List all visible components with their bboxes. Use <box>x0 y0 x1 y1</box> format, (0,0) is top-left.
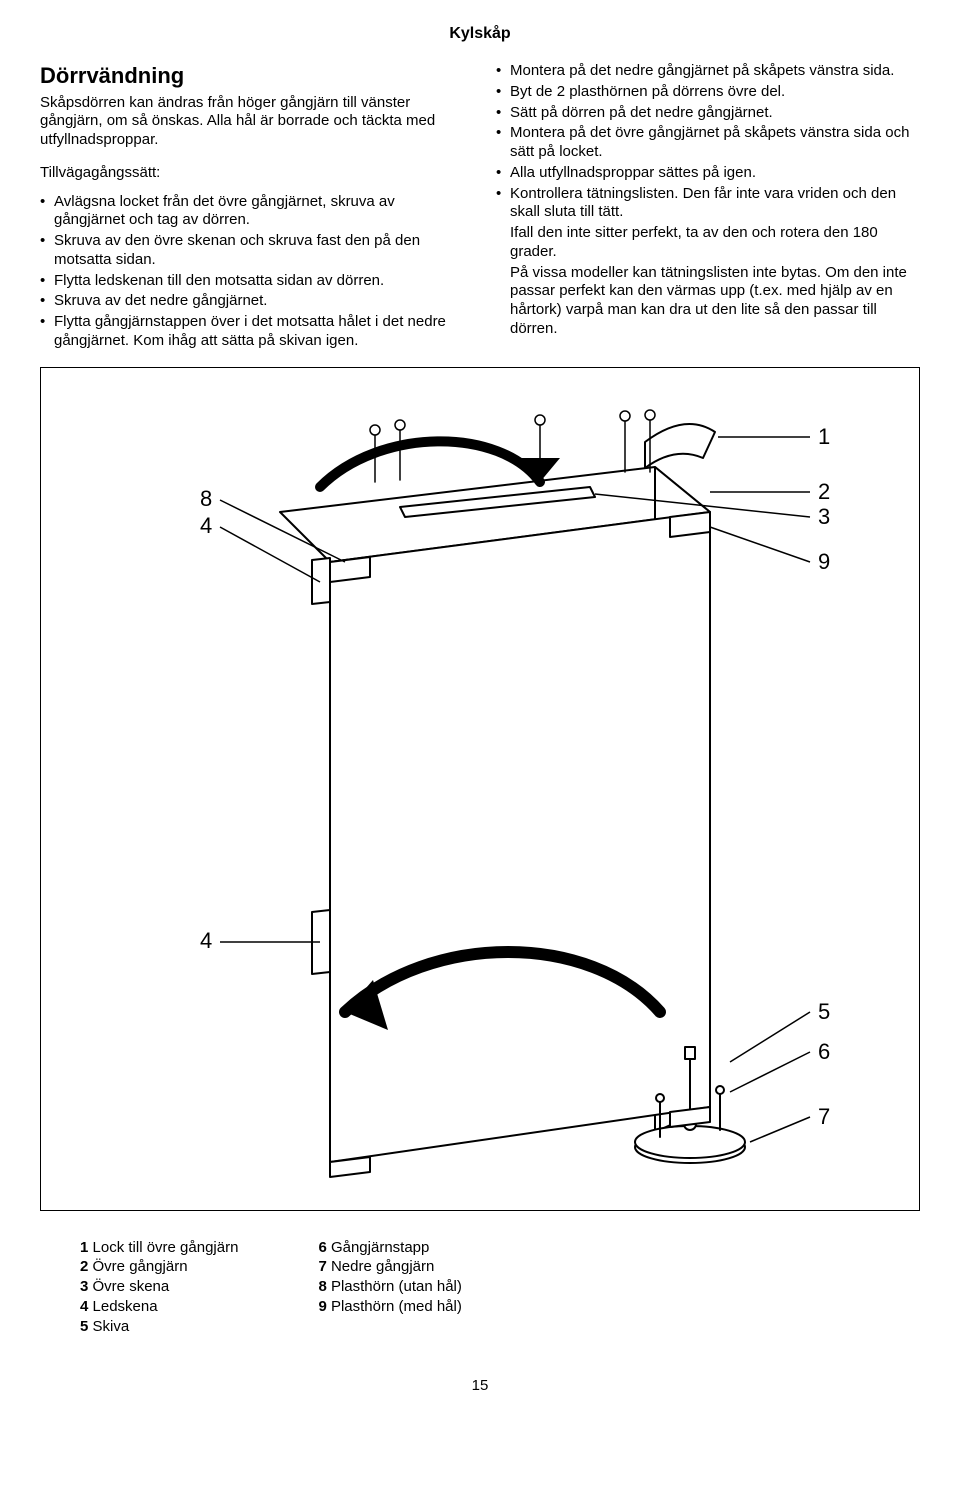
legend-left: 1 Lock till övre gångjärn 2 Övre gångjär… <box>80 1239 238 1338</box>
callout-9: 9 <box>818 549 830 574</box>
legend-item: 7 Nedre gångjärn <box>318 1258 461 1277</box>
callout-2: 2 <box>818 479 830 504</box>
list-item: Flytta gångjärnstappen över i det motsat… <box>40 313 464 351</box>
list-item: Avlägsna locket från det övre gångjärnet… <box>40 193 464 231</box>
list-item: Montera på det övre gångjärnet på skåpet… <box>496 124 920 162</box>
list-item: Montera på det nedre gångjärnet på skåpe… <box>496 62 920 81</box>
section-title: Dörrvändning <box>40 62 464 90</box>
page-number: 15 <box>40 1377 920 1396</box>
list-item: Byt de 2 plasthörnen på dörrens övre del… <box>496 83 920 102</box>
legend-item: 1 Lock till övre gångjärn <box>80 1239 238 1258</box>
intro-paragraph: Skåpsdörren kan ändras från höger gångjä… <box>40 94 464 150</box>
right-bullet-list: Montera på det nedre gångjärnet på skåpe… <box>496 62 920 222</box>
callout-3: 3 <box>818 504 830 529</box>
list-item: Skruva av det nedre gångjärnet. <box>40 292 464 311</box>
list-item: Alla utfyllnadsproppar sättes på igen. <box>496 164 920 183</box>
right-column: Montera på det nedre gångjärnet på skåpe… <box>496 62 920 353</box>
legend-item: 4 Ledskena <box>80 1298 238 1317</box>
legend-item: 5 Skiva <box>80 1318 238 1337</box>
callout-1: 1 <box>818 424 830 449</box>
list-item: Sätt på dörren på det nedre gångjärnet. <box>496 104 920 123</box>
legend-item: 8 Plasthörn (utan hål) <box>318 1278 461 1297</box>
product-header: Kylskåp <box>40 24 920 44</box>
legend-item: 9 Plasthörn (med hål) <box>318 1298 461 1317</box>
continuation-paragraph: På vissa modeller kan tätningslisten int… <box>496 264 920 339</box>
procedure-label: Tillvägagångssätt: <box>40 164 464 183</box>
diagram-frame: 1 8 4 2 3 9 4 5 6 7 <box>40 367 920 1211</box>
left-bullet-list: Avlägsna locket från det övre gångjärnet… <box>40 193 464 351</box>
list-item: Flytta ledskenan till den motsatta sidan… <box>40 272 464 291</box>
two-column-body: Dörrvändning Skåpsdörren kan ändras från… <box>40 62 920 353</box>
legend-item: 3 Övre skena <box>80 1278 238 1297</box>
callout-4b: 4 <box>200 928 212 953</box>
legend-item: 6 Gångjärnstapp <box>318 1239 461 1258</box>
legend: 1 Lock till övre gångjärn 2 Övre gångjär… <box>40 1239 920 1338</box>
legend-item: 2 Övre gångjärn <box>80 1258 238 1277</box>
left-column: Dörrvändning Skåpsdörren kan ändras från… <box>40 62 464 353</box>
legend-right: 6 Gångjärnstapp 7 Nedre gångjärn 8 Plast… <box>318 1239 461 1338</box>
callout-5: 5 <box>818 999 830 1024</box>
callout-4a: 4 <box>200 513 212 538</box>
callout-6: 6 <box>818 1039 830 1064</box>
list-item: Kontrollera tätningslisten. Den får inte… <box>496 185 920 223</box>
continuation-paragraph: Ifall den inte sitter perfekt, ta av den… <box>496 224 920 262</box>
callout-8: 8 <box>200 486 212 511</box>
list-item: Skruva av den övre skenan och skruva fas… <box>40 232 464 270</box>
fridge-diagram: 1 8 4 2 3 9 4 5 6 7 <box>70 372 890 1202</box>
callout-7: 7 <box>818 1104 830 1129</box>
